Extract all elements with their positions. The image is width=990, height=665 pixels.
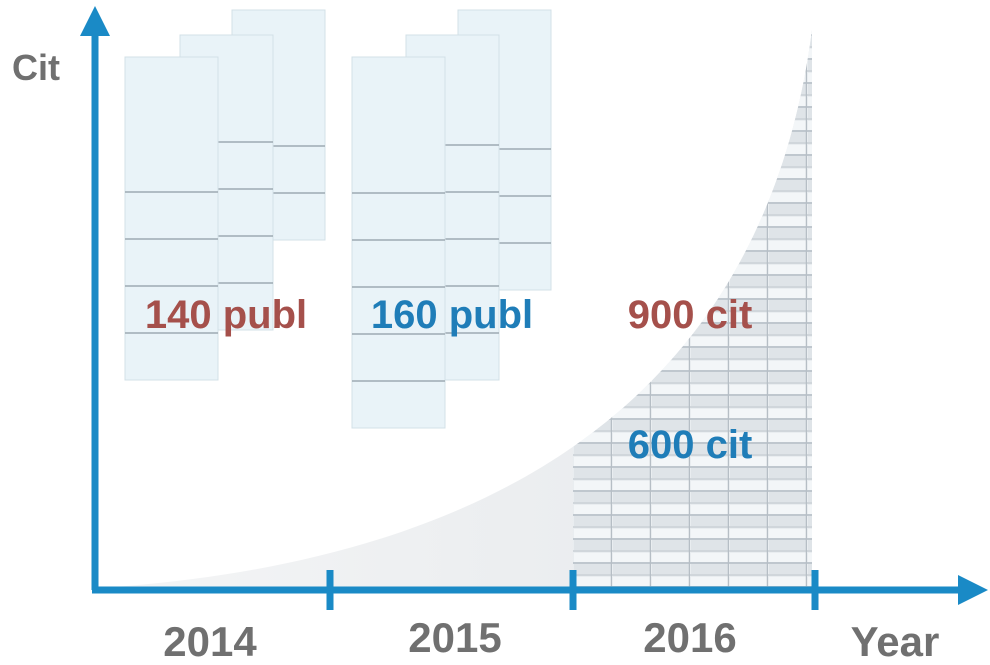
annotation: 160 publ: [371, 293, 533, 337]
year-label: 2014: [163, 618, 257, 665]
x-axis-label: Year: [851, 618, 940, 665]
paper-column: [352, 57, 445, 428]
annotation: 140 publ: [145, 293, 307, 337]
y-arrow: [80, 6, 110, 36]
y-axis-label: Cit: [12, 47, 60, 88]
x-arrow: [958, 575, 988, 605]
year-label: 2016: [643, 614, 736, 661]
publication-stacks: [125, 10, 551, 428]
year-label: 2015: [408, 614, 501, 661]
diagram: Cit 2014 2015 2016 Year 140 publ 160 pub…: [0, 0, 990, 665]
annotation: 900 cit: [628, 293, 753, 337]
annotation: 600 cit: [628, 423, 753, 467]
